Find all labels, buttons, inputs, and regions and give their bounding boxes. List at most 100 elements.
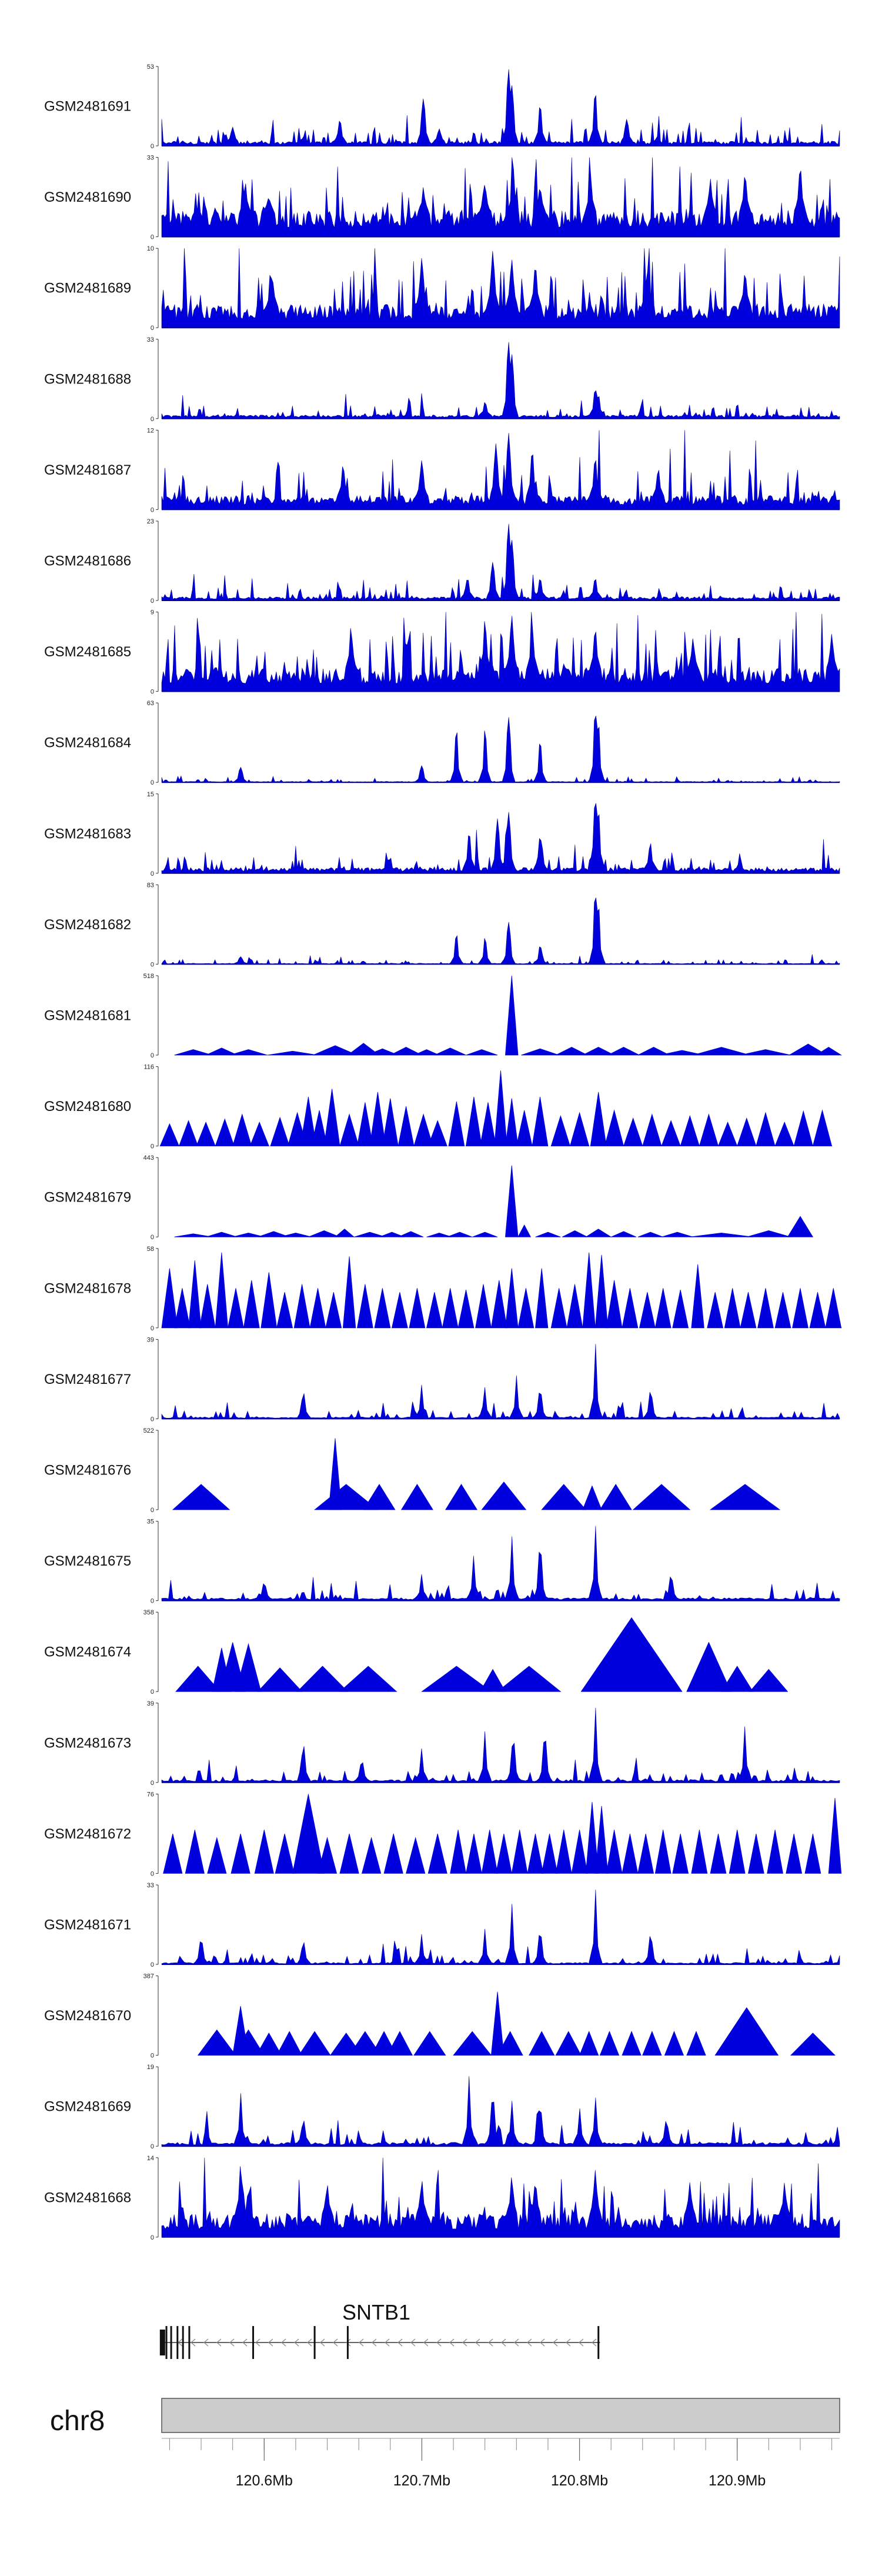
y-min-label: 0 <box>151 1780 154 1787</box>
gene-exon <box>188 2326 191 2359</box>
track-label: GSM2481687 <box>44 462 131 478</box>
y-max-label: 83 <box>147 882 154 889</box>
track-label: GSM2481686 <box>44 553 131 569</box>
signal-peak <box>686 2031 706 2056</box>
signal-peak <box>672 1833 689 1874</box>
signal-peak <box>535 1232 561 1237</box>
signal-peak <box>342 1256 356 1329</box>
tick-label: 120.7Mb <box>393 2472 450 2489</box>
signal-peak <box>579 2031 599 2056</box>
signal-peak <box>637 1833 654 1874</box>
track-GSM2481677: GSM2481677 39 0 <box>44 1336 840 1423</box>
signal-peak <box>654 1288 671 1329</box>
y-min-label: 0 <box>151 1598 154 1605</box>
signal-peak <box>357 1284 373 1329</box>
signal-peak <box>566 1284 583 1329</box>
signal-peak <box>178 1120 199 1146</box>
track-label: GSM2481690 <box>44 189 131 205</box>
signal-peak <box>511 1830 528 1874</box>
y-min-label: 0 <box>151 1507 154 1514</box>
signal-area <box>161 342 840 419</box>
signal-peak <box>442 1288 459 1329</box>
signal-peak <box>453 2031 492 2056</box>
signal-peak <box>505 1268 519 1329</box>
y-min-label: 0 <box>151 234 154 241</box>
signal-peak <box>550 1288 567 1329</box>
signal-peak <box>270 1116 290 1146</box>
signal-peak <box>276 1292 293 1329</box>
signal-peak <box>555 2031 582 2056</box>
y-max-label: 23 <box>147 518 154 525</box>
tick-label: 120.6Mb <box>236 2472 293 2489</box>
signal-peak <box>466 1833 482 1874</box>
y-max-label: 33 <box>147 155 154 162</box>
signal-peak <box>163 1833 183 1874</box>
signal-peak <box>256 2032 282 2056</box>
signal-peak <box>606 1280 623 1329</box>
track-label: GSM2481668 <box>44 2190 131 2205</box>
signal-peak <box>556 1047 588 1056</box>
signal-peak <box>215 1252 229 1329</box>
track-GSM2481676: GSM2481676 522 0 <box>44 1427 781 1514</box>
signal-peak <box>481 1830 498 1874</box>
signal-peak <box>494 1070 507 1146</box>
gene-label: SNTB1 <box>342 2300 410 2324</box>
signal-peak <box>466 1049 498 1056</box>
signal-peak <box>313 1045 358 1056</box>
signal-peak <box>400 1484 433 1510</box>
signal-peak <box>427 1833 447 1874</box>
signal-area <box>161 430 840 510</box>
signal-area <box>161 803 840 874</box>
signal-peak <box>585 1801 599 1874</box>
gene-exon <box>597 2326 600 2359</box>
strand-arrow <box>242 2338 248 2347</box>
signal-peak <box>205 1232 238 1237</box>
signal-tracks: GSM2481691530GSM2481690330GSM2481689100G… <box>44 64 843 2241</box>
track-GSM2481686: GSM2481686 23 0 <box>44 518 840 605</box>
signal-peak <box>774 1292 791 1329</box>
signal-peak <box>311 1110 328 1146</box>
y-max-label: 518 <box>143 973 154 980</box>
signal-peak <box>383 1833 403 1874</box>
signal-peak <box>448 1101 465 1146</box>
signal-peak <box>292 1794 325 1874</box>
signal-peak <box>623 1117 643 1146</box>
signal-peak <box>232 1232 265 1237</box>
signal-peak <box>172 1484 230 1510</box>
signal-peak <box>517 1224 532 1237</box>
signal-peak <box>529 2031 555 2056</box>
chromosome-band <box>161 2398 840 2433</box>
gene-exon <box>182 2326 184 2359</box>
signal-peak <box>767 1830 783 1874</box>
signal-peak <box>490 1280 507 1329</box>
signal-peak <box>737 1117 757 1146</box>
signal-peak <box>323 1089 340 1146</box>
signal-area <box>161 157 840 237</box>
signal-peak <box>721 1666 754 1692</box>
signal-peak <box>637 1232 663 1237</box>
track-GSM2481691: GSM2481691 53 0 <box>44 64 840 150</box>
signal-peak <box>280 1232 312 1237</box>
y-min-label: 0 <box>151 325 154 332</box>
signal-peak <box>481 1481 527 1510</box>
signal-peak <box>413 2031 446 2056</box>
track-GSM2481680: GSM2481680 116 0 <box>44 1064 833 1150</box>
gene-exon <box>159 2330 165 2355</box>
track-label: GSM2481681 <box>44 1008 131 1024</box>
signal-peak <box>427 1120 447 1146</box>
signal-area <box>161 1707 840 1783</box>
signal-peak <box>637 1047 670 1056</box>
signal-peak <box>317 1837 338 1874</box>
signal-peak <box>541 1833 558 1874</box>
signal-peak <box>654 1830 671 1874</box>
signal-peak <box>313 1484 379 1510</box>
y-max-label: 10 <box>147 245 154 252</box>
signal-peak <box>339 1833 359 1874</box>
track-label: GSM2481688 <box>44 371 131 387</box>
signal-peak <box>232 1113 252 1146</box>
signal-peak <box>426 1232 452 1237</box>
track-label: GSM2481674 <box>44 1644 131 1660</box>
signal-peak <box>276 2031 303 2056</box>
signal-peak <box>413 1113 433 1146</box>
